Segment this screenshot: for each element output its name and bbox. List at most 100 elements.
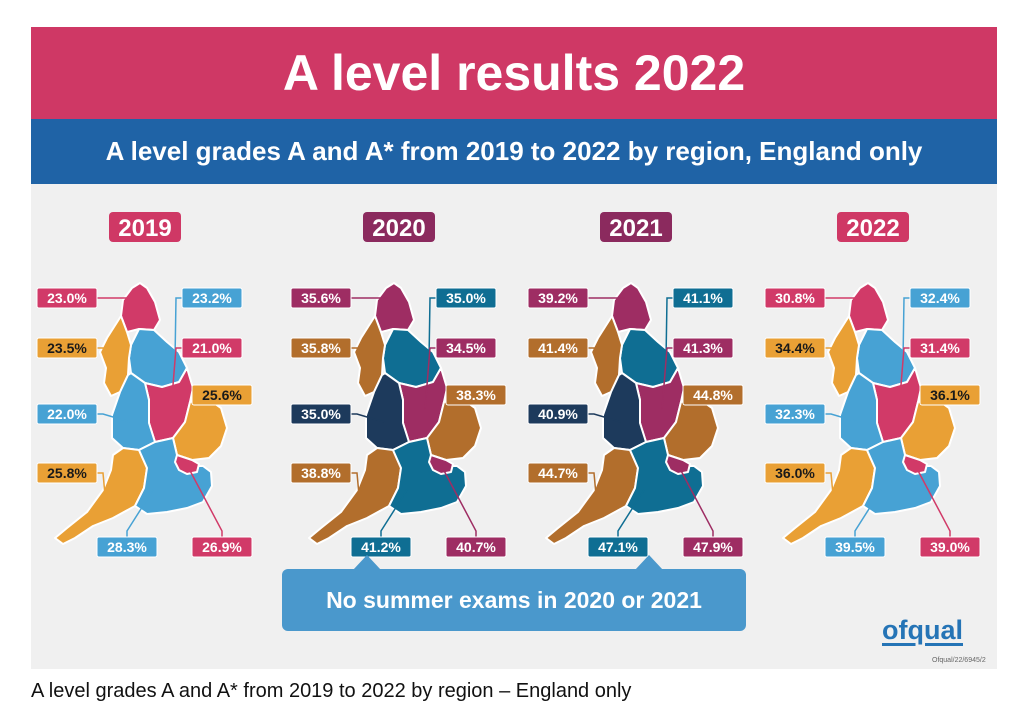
value-box-london [682, 536, 744, 558]
value-label-north-east: 35.6% [301, 290, 341, 306]
value-box-west-midlands [290, 403, 352, 425]
note-pointer-2020 [353, 555, 381, 570]
value-box-east-of-england [919, 384, 981, 406]
leader-line [825, 472, 834, 496]
value-label-north-west: 41.4% [538, 340, 578, 356]
value-label-west-midlands: 40.9% [538, 406, 578, 422]
value-label-north-east: 23.0% [47, 290, 87, 306]
figure-caption: A level grades A and A* from 2019 to 202… [31, 680, 632, 702]
page-subtitle: A level grades A and A* from 2019 to 202… [105, 136, 923, 166]
value-label-south-west: 38.8% [301, 465, 341, 481]
value-label-yorkshire-and-the-humber: 32.4% [920, 290, 960, 306]
region-north-west [827, 315, 860, 397]
leader-line [902, 297, 910, 361]
value-box-east-midlands [909, 337, 971, 359]
leader-line [351, 413, 385, 423]
year-badge [600, 212, 672, 242]
map-2022: 2022 30.8% 32.4% 34.4% 31.4% 32.3% 36.1% 36.0% 3… [764, 212, 981, 558]
value-label-yorkshire-and-the-humber: 35.0% [446, 290, 486, 306]
map-2020: 2020 35.6% 35.0% 35.8% 34.5% 35.0% 38.3% 38.8% 4… [290, 212, 507, 558]
value-box-west-midlands [36, 403, 98, 425]
leader-line [440, 464, 477, 537]
value-box-east-of-england [445, 384, 507, 406]
region-north-west [99, 315, 132, 397]
page-title: A level results 2022 [282, 45, 746, 101]
value-box-east-of-england [682, 384, 744, 406]
region-north-east [611, 282, 652, 333]
value-box-south-west [527, 462, 589, 484]
note-text: No summer exams in 2020 or 2021 [326, 586, 702, 613]
region-north-east [120, 282, 161, 333]
value-box-south-west [290, 462, 352, 484]
value-label-east-of-england: 25.6% [202, 387, 242, 403]
year-badge [837, 212, 909, 242]
leader-line [380, 489, 408, 537]
value-label-north-west: 35.8% [301, 340, 341, 356]
region-south-east [134, 437, 213, 515]
value-box-east-of-england [191, 384, 253, 406]
value-box-north-west [764, 337, 826, 359]
region-south-east [388, 437, 467, 515]
leader-line [588, 347, 607, 373]
region-south-west [54, 447, 148, 545]
value-label-south-west: 25.8% [47, 465, 87, 481]
value-label-london: 26.9% [202, 539, 242, 555]
leader-line [825, 413, 859, 423]
value-label-south-west: 36.0% [775, 465, 815, 481]
value-box-east-midlands [672, 337, 734, 359]
value-label-south-east: 41.2% [361, 539, 401, 555]
map-2021: 2021 39.2% 41.1% 41.4% 41.3% 40.9% 44.8% 44.7% 4… [527, 212, 744, 558]
year-label: 2019 [118, 215, 171, 242]
leader-line [665, 297, 673, 361]
value-box-south-east [587, 536, 649, 558]
reference-code: Ofqual/22/6945/2 [932, 657, 986, 664]
title-bar: A level results 2022 [31, 27, 997, 119]
leader-line [351, 472, 360, 496]
map-2019: 2019 23.0% 23.2% 23.5% 21.0% 22.0% 25.6% 25.8% 2… [36, 212, 253, 558]
year-label: 2021 [609, 215, 662, 242]
value-box-north-east [36, 287, 98, 309]
leader-line [170, 347, 182, 411]
region-north-east [848, 282, 889, 333]
region-south-west [782, 447, 876, 545]
value-label-south-east: 28.3% [107, 539, 147, 555]
value-box-yorkshire-and-the-humber [435, 287, 497, 309]
region-south-east [625, 437, 704, 515]
leader-line [617, 489, 645, 537]
value-label-west-midlands: 35.0% [301, 406, 341, 422]
leader-line [854, 489, 882, 537]
value-box-south-east [350, 536, 412, 558]
leader-line [186, 464, 223, 537]
region-south-west [545, 447, 639, 545]
leader-line [677, 464, 714, 537]
value-box-london [919, 536, 981, 558]
year-label: 2020 [372, 215, 425, 242]
value-box-east-midlands [181, 337, 243, 359]
leader-line [97, 472, 106, 496]
value-label-north-east: 39.2% [538, 290, 578, 306]
value-label-yorkshire-and-the-humber: 23.2% [192, 290, 232, 306]
regional-maps: 2019 23.0% 23.2% 23.5% 21.0% 22.0% 25.6% 25.8% 2… [36, 212, 981, 558]
value-box-yorkshire-and-the-humber [181, 287, 243, 309]
value-box-west-midlands [764, 403, 826, 425]
value-label-east-of-england: 36.1% [930, 387, 970, 403]
value-label-east-midlands: 41.3% [683, 340, 723, 356]
value-box-north-west [36, 337, 98, 359]
value-label-east-of-england: 44.8% [693, 387, 733, 403]
leader-line [424, 347, 436, 411]
value-label-north-west: 23.5% [47, 340, 87, 356]
leader-line [97, 413, 131, 423]
leader-line [97, 347, 116, 373]
ofqual-logo[interactable]: ofqual [882, 615, 963, 645]
value-box-south-west [36, 462, 98, 484]
value-label-yorkshire-and-the-humber: 41.1% [683, 290, 723, 306]
value-label-north-east: 30.8% [775, 290, 815, 306]
value-label-east-of-england: 38.3% [456, 387, 496, 403]
value-label-london: 39.0% [930, 539, 970, 555]
leader-line [174, 297, 182, 361]
leader-line [825, 347, 844, 373]
value-label-south-west: 44.7% [538, 465, 578, 481]
value-box-south-west [764, 462, 826, 484]
value-label-north-west: 34.4% [775, 340, 815, 356]
region-north-west [590, 315, 623, 397]
